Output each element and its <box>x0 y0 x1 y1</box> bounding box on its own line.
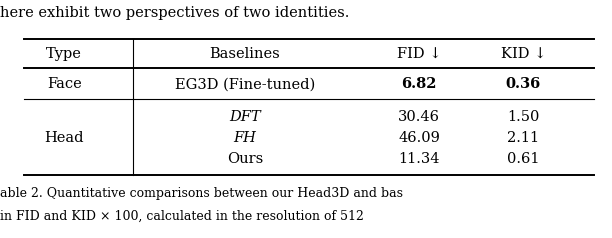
Text: here exhibit two perspectives of two identities.: here exhibit two perspectives of two ide… <box>0 6 349 20</box>
Text: FH: FH <box>233 131 256 145</box>
Text: Ours: Ours <box>226 153 263 166</box>
Text: 11.34: 11.34 <box>398 153 440 166</box>
Text: Type: Type <box>47 47 82 60</box>
Text: in FID and KID × 100, calculated in the resolution of 512: in FID and KID × 100, calculated in the … <box>0 210 364 223</box>
Text: Head: Head <box>45 131 84 145</box>
Text: Face: Face <box>47 78 81 91</box>
Text: 2.11: 2.11 <box>507 131 539 145</box>
Text: 6.82: 6.82 <box>401 78 437 91</box>
Text: able 2. Quantitative comparisons between our Head3D and bas: able 2. Quantitative comparisons between… <box>0 188 403 200</box>
Text: 46.09: 46.09 <box>398 131 440 145</box>
Text: KID ↓: KID ↓ <box>501 47 546 60</box>
Text: 0.36: 0.36 <box>506 78 541 91</box>
Text: 0.61: 0.61 <box>507 153 540 166</box>
Text: 30.46: 30.46 <box>398 110 440 124</box>
Text: DFT: DFT <box>229 110 261 124</box>
Text: EG3D (Fine-tuned): EG3D (Fine-tuned) <box>174 78 315 91</box>
Text: FID ↓: FID ↓ <box>397 47 441 60</box>
Text: Baselines: Baselines <box>209 47 280 60</box>
Text: 1.50: 1.50 <box>507 110 539 124</box>
